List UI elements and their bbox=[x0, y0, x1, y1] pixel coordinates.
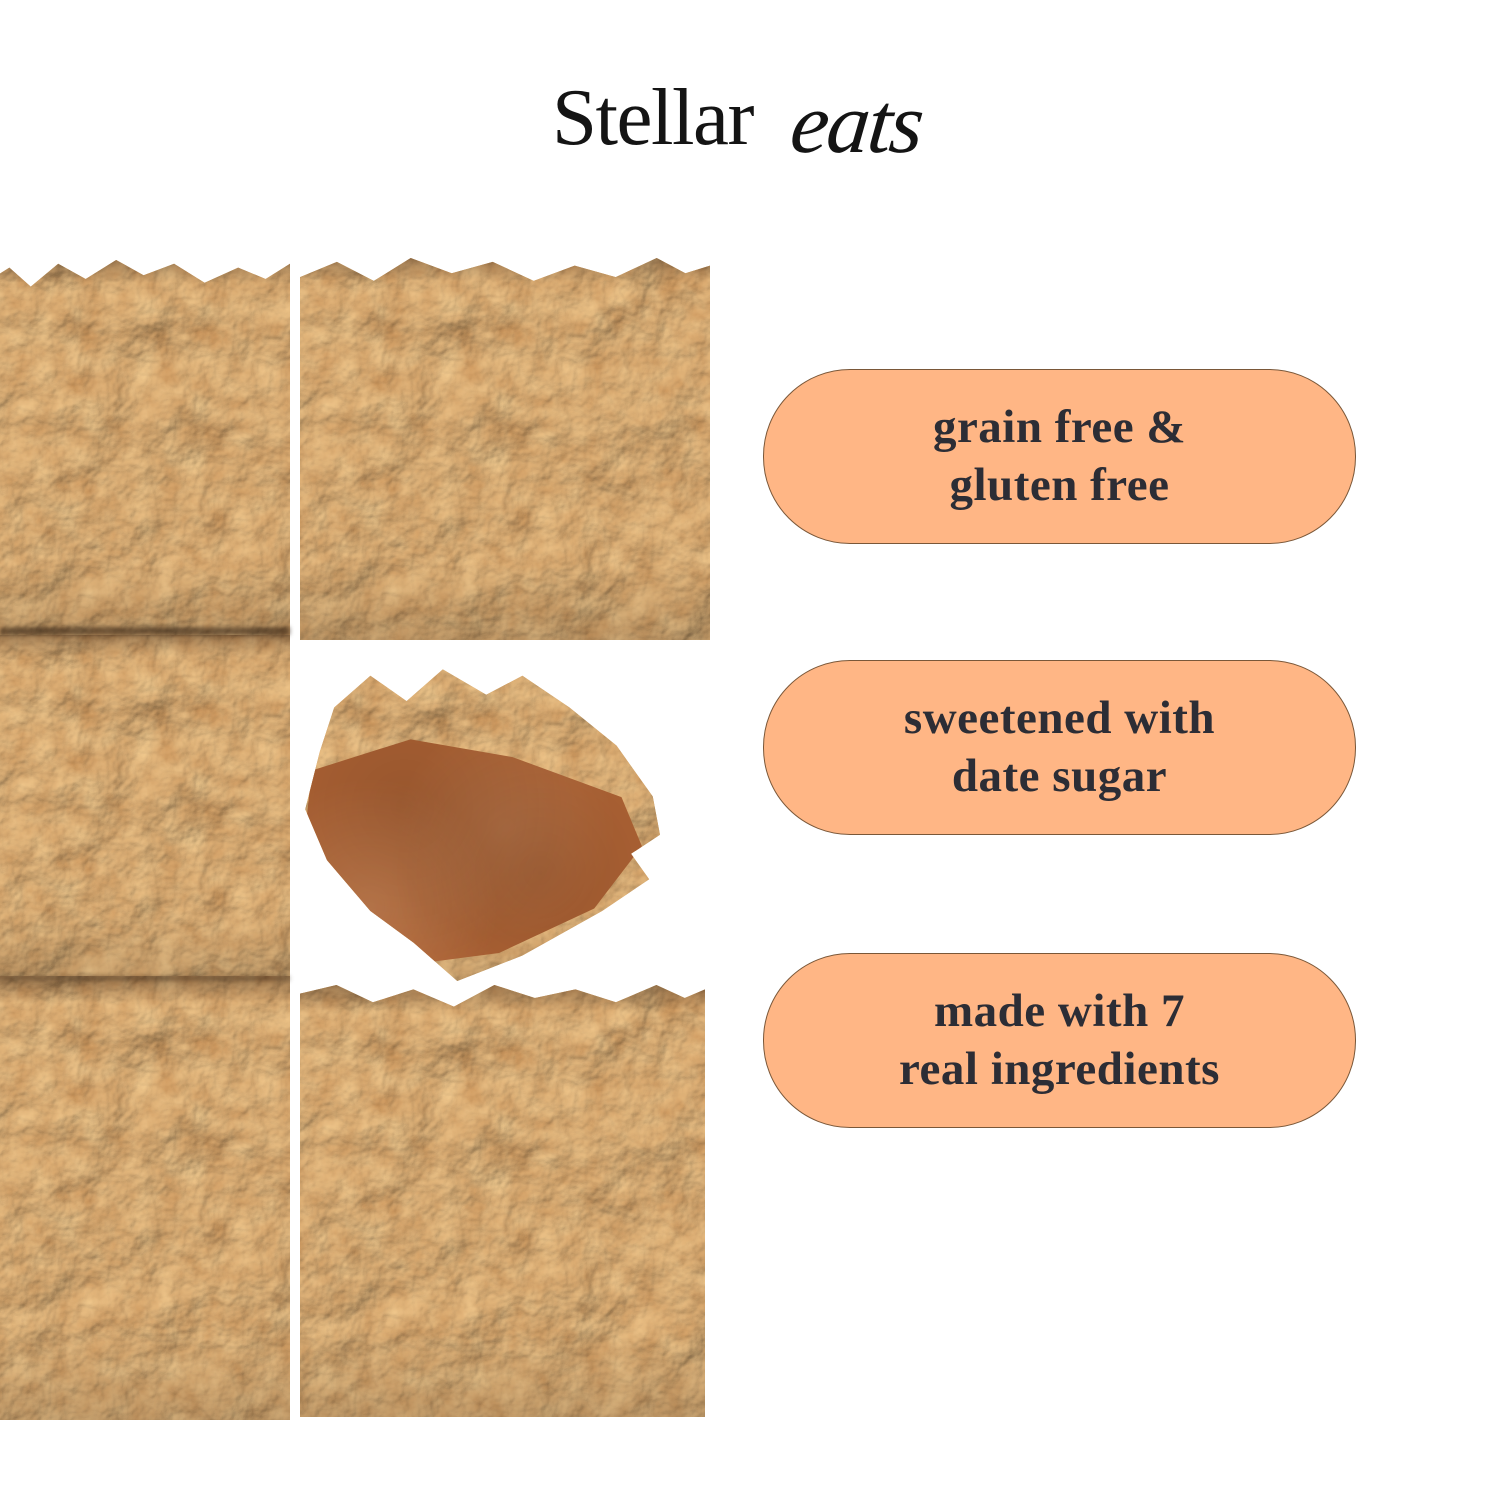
svg-text:eats: eats bbox=[786, 75, 927, 171]
svg-text:Stellar: Stellar bbox=[552, 72, 754, 162]
